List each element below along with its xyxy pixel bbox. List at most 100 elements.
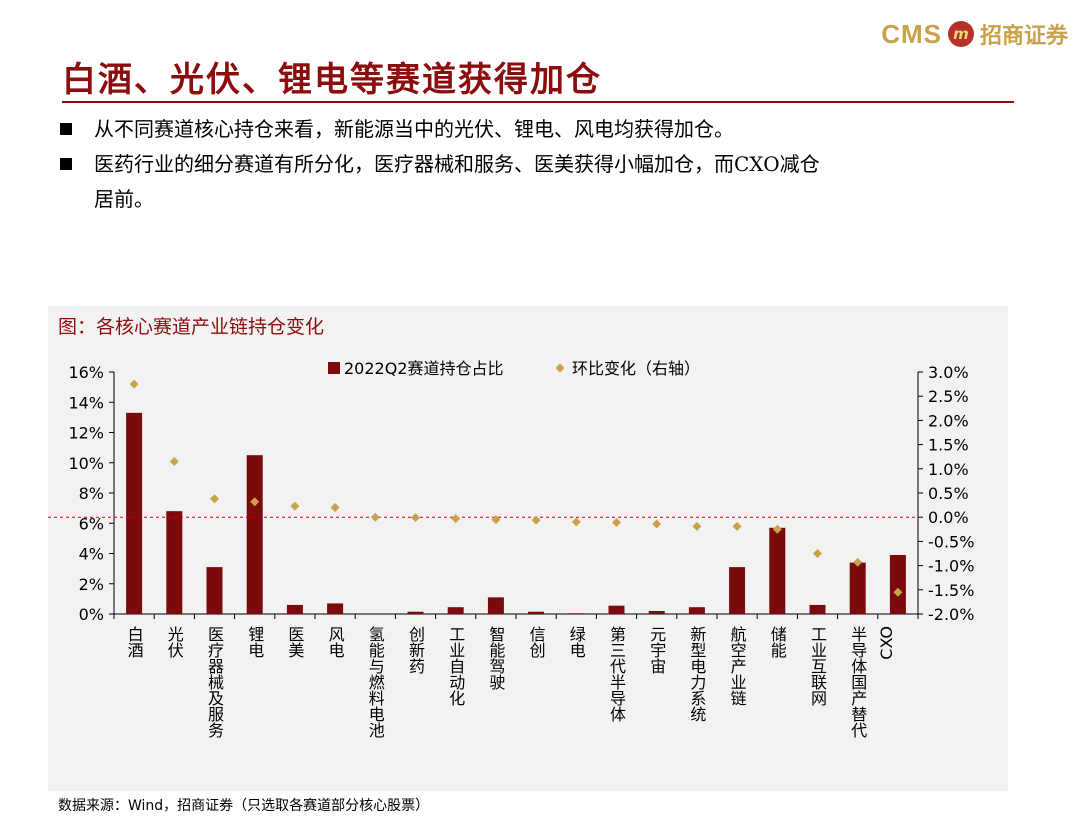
x-tick-label: CXO xyxy=(877,626,896,660)
x-tick-label: 锂电 xyxy=(245,626,264,658)
diamond-point xyxy=(612,518,621,528)
diamond-point xyxy=(491,515,501,525)
y-right-tick-label: -0.5% xyxy=(928,532,974,551)
diamond-point xyxy=(169,457,179,467)
diamond-point xyxy=(451,514,461,524)
diamond-point xyxy=(250,497,260,507)
y-right-tick-label: 2.5% xyxy=(928,387,969,406)
diamond-point xyxy=(411,513,420,523)
diamond-point xyxy=(531,515,541,525)
bullet-item: 从不同赛道核心持仓来看，新能源当中的光伏、锂电、风电均获得加仓。 xyxy=(58,112,1048,147)
x-tick-label: 储能 xyxy=(768,626,787,659)
source-note: 数据来源：Wind，招商证券（只选取各赛道部分核心股票） xyxy=(58,798,430,814)
diamond-point xyxy=(330,503,340,513)
chart-panel xyxy=(48,306,1008,791)
legend-diamond-label: 环比变化（右轴） xyxy=(572,359,700,378)
bar xyxy=(809,604,826,614)
bar xyxy=(889,555,906,614)
y-right-tick-label: -1.5% xyxy=(928,581,974,600)
logo-cms-text: CMS xyxy=(881,18,942,49)
bar xyxy=(166,511,183,614)
chart-diamonds xyxy=(129,379,903,597)
y-right-tick-label: -1.0% xyxy=(928,557,974,576)
y-right-tick-label: 3.0% xyxy=(928,363,969,382)
y-left-tick-label: 2% xyxy=(79,575,104,594)
bar xyxy=(568,613,585,614)
bar xyxy=(648,610,665,614)
y-left-tick-label: 6% xyxy=(79,514,104,533)
legend-bar-swatch xyxy=(328,362,340,374)
y-left-tick-label: 8% xyxy=(79,484,104,503)
bar xyxy=(407,611,424,614)
x-tick-label: 氢能与燃料电池 xyxy=(366,626,385,738)
title-divider xyxy=(62,101,1014,103)
diamond-point xyxy=(571,517,581,527)
logo-mark-letter: m xyxy=(953,25,969,43)
diamond-point xyxy=(772,524,782,534)
x-tick-label: 工业互联网 xyxy=(808,626,827,707)
bar xyxy=(206,567,223,614)
bar xyxy=(729,567,746,614)
diamond-point xyxy=(893,587,903,597)
y-right-tick-label: 1.5% xyxy=(928,436,969,455)
x-tick-label: 元宇宙 xyxy=(647,626,666,674)
bullet-text: 医药行业的细分赛道有所分化，医疗器械和服务、医美获得小幅加仓，而CXO减仓 xyxy=(94,152,820,176)
y-right-tick-label: 0.5% xyxy=(928,484,969,503)
y-left-tick-label: 14% xyxy=(68,393,104,412)
x-tick-label: 信创 xyxy=(527,626,546,659)
bullet-text: 从不同赛道核心持仓来看，新能源当中的光伏、锂电、风电均获得加仓。 xyxy=(94,117,734,141)
bar xyxy=(487,597,504,614)
y-right-tick-label: 0.0% xyxy=(928,508,969,527)
logo-mark-circle xyxy=(948,22,973,46)
y-left-tick-label: 4% xyxy=(79,545,104,564)
diamond-point xyxy=(370,512,380,522)
legend-diamond-swatch xyxy=(555,363,565,373)
x-tick-label: 风电 xyxy=(326,626,345,658)
square-bullet-icon xyxy=(60,123,72,135)
diamond-point xyxy=(853,557,863,567)
bar xyxy=(286,604,303,614)
x-tick-label: 医美 xyxy=(285,626,304,658)
diamond-point xyxy=(290,501,300,511)
bullet-list: 从不同赛道核心持仓来看，新能源当中的光伏、锂电、风电均获得加仓。 医药行业的细分… xyxy=(58,112,1048,217)
bar xyxy=(246,455,263,614)
x-tick-label: 白酒 xyxy=(125,626,144,658)
chart-title: 图：各核心赛道产业链持仓变化 xyxy=(58,316,325,338)
x-tick-label: 绿电 xyxy=(567,626,586,658)
brand-logo: CMS m 招商证券 xyxy=(881,14,1068,54)
chart-x-labels: 白酒 光伏 医疗器械及服务 锂电 医美 风电 氢能与燃料电池 创新药 工业自动化 智能驾驶 信创 绿电… xyxy=(125,626,896,739)
y-left-tick-label: 0% xyxy=(79,605,104,624)
x-tick-label: 医疗器械及服务 xyxy=(205,626,224,739)
bullet-text: 居前。 xyxy=(94,187,154,211)
bar xyxy=(608,605,625,614)
bar xyxy=(126,412,143,614)
y-left-tick-label: 10% xyxy=(68,454,104,473)
bar xyxy=(447,607,464,614)
square-bullet-icon xyxy=(60,158,72,170)
logo-cn-text: 招商证券 xyxy=(979,23,1068,49)
legend-bar-label: 2022Q2赛道持仓占比 xyxy=(344,359,504,378)
bar xyxy=(528,611,545,614)
diamond-point xyxy=(210,494,219,504)
x-tick-label: 航空产业链 xyxy=(728,626,747,706)
x-tick-label: 智能驾驶 xyxy=(486,626,505,691)
diamond-point xyxy=(692,521,702,531)
bullet-item-continuation: 居前。 xyxy=(58,182,1048,217)
logo-mark-icon: m xyxy=(947,21,974,47)
logo-mark-svg: m xyxy=(948,22,973,46)
page-title: 白酒、光伏、锂电等赛道获得加仓 xyxy=(62,60,602,100)
y-left-tick-label: 12% xyxy=(68,424,104,443)
diamond-point xyxy=(732,521,742,531)
x-tick-label: 第三代半导体 xyxy=(607,626,626,722)
x-tick-label: 光伏 xyxy=(165,626,184,658)
y-left-tick-label: 16% xyxy=(68,363,104,382)
chart-axes: 0% 2% 4% 6% 8% 10% 12% 14% 16% -2.0% -1.5% -1.0% -0.… xyxy=(68,363,974,624)
x-tick-label: 工业自动化 xyxy=(446,626,465,706)
y-right-tick-label: -2.0% xyxy=(928,605,974,624)
bullet-item: 医药行业的细分赛道有所分化，医疗器械和服务、医美获得小幅加仓，而CXO减仓 xyxy=(58,147,1048,182)
bar xyxy=(688,607,705,614)
diamond-point xyxy=(813,549,822,558)
bar xyxy=(327,603,344,614)
chart-bars xyxy=(126,412,906,614)
